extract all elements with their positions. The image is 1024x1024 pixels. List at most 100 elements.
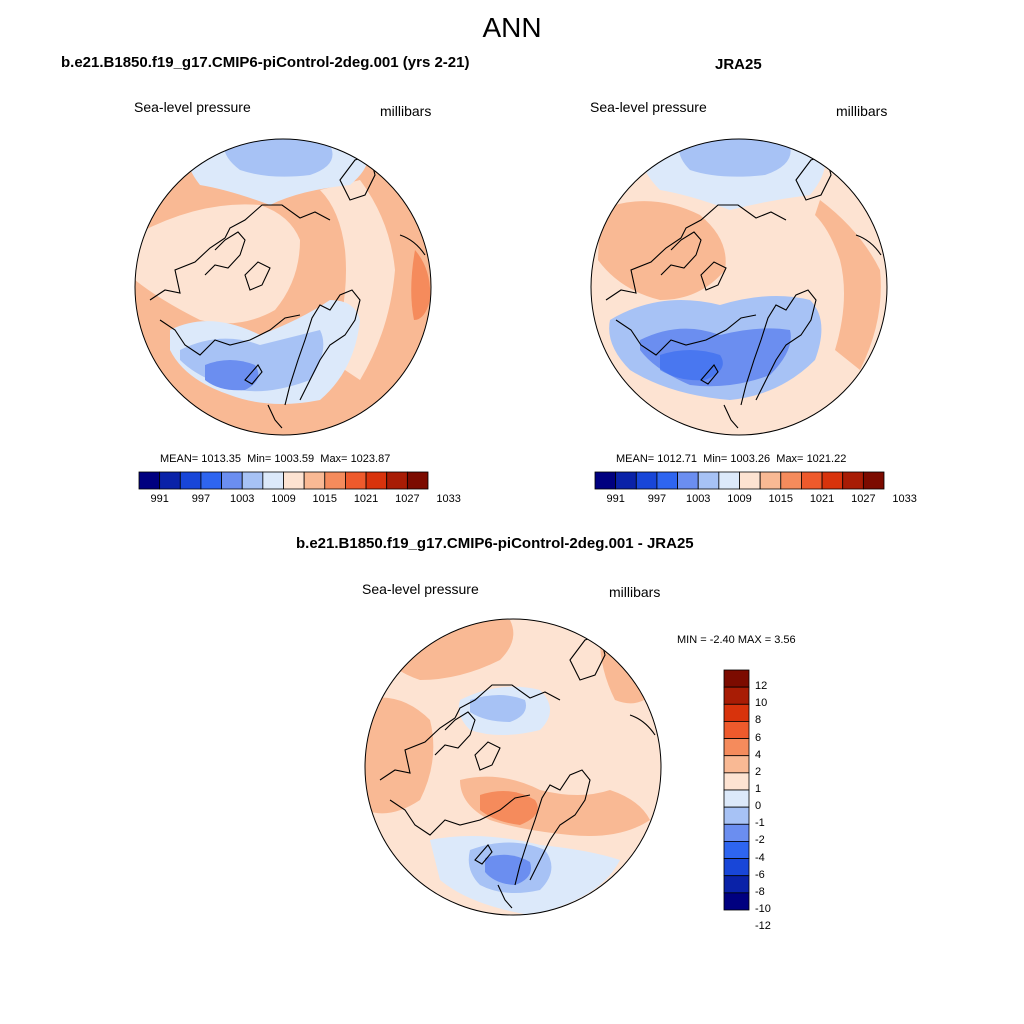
diff-colorbar-tick-label: -1 [755,817,765,830]
obs-colorbar-tick-label: 1015 [768,493,794,505]
model-min-value: 1003.59 [274,453,315,465]
model-min-label: Min= [247,453,272,465]
model-colorbar-swatch [303,471,326,490]
model-colorbar-tick-label: 1003 [229,493,255,505]
diff-colorbar-swatch [723,721,750,739]
diff-colorbar-tick-label: 1 [755,783,762,795]
diff-max-label: MAX = [737,634,772,646]
obs-colorbar-swatch [594,471,617,490]
model-colorbar-swatch [241,471,264,490]
diff-colorbar-swatch [723,841,750,859]
obs-variable-label: Sea-level pressure [590,99,707,115]
diff-colorbar-swatch [723,858,750,877]
obs-colorbar-swatch [656,471,678,490]
diff-colorbar-tick-label: -8 [755,885,765,898]
model-colorbar-tick-label: 1021 [353,493,379,505]
diff-colorbar-swatch [723,738,750,757]
model-max-value: 1023.87 [350,453,391,465]
obs-colorbar-tick-label: 1003 [685,493,711,505]
obs-colorbar-swatch [635,471,658,490]
obs-colorbar-tick-label: 997 [647,493,667,505]
model-colorbar-swatch [386,471,408,490]
model-colorbar [138,471,429,490]
obs-colorbar-swatch [780,471,802,490]
obs-colorbar-tick-label: 1009 [727,493,752,505]
obs-colorbar-swatch [718,471,740,490]
obs-colorbar-swatch [677,471,699,490]
obs-colorbar-swatch [821,471,844,490]
diff-colorbar-tick-label: 10 [755,697,768,710]
diff-colorbar-tick-label: -2 [755,834,765,847]
obs-colorbar-swatch [759,471,782,490]
diff-colorbar-tick-label: -10 [755,903,771,915]
obs-colorbar-tick-label: 991 [606,493,625,505]
model-colorbar-swatch [406,471,429,490]
model-colorbar-tick-label: 997 [191,493,211,505]
diff-colorbar-tick-label: 2 [755,765,762,778]
model-panel-title: b.e21.B1850.f19_g17.CMIP6-piControl-2deg… [61,54,470,71]
obs-max-value: 1021.22 [806,453,847,465]
model-map [134,138,432,436]
diff-colorbar-swatch [723,875,750,894]
diff-colorbar-swatch [723,703,750,722]
diff-colorbar-tick-label: 6 [755,731,762,744]
obs-units-label: millibars [836,103,888,119]
obs-colorbar-tick-label: 1021 [809,493,835,505]
diff-max-value: 3.56 [774,634,796,646]
model-mean-label: MEAN= [160,453,199,465]
diff-colorbar-swatch [723,806,750,825]
obs-colorbar-tick-label: 1033 [892,493,917,505]
diff-colorbar-tick-label: 0 [755,800,762,813]
obs-min-value: 1003.26 [730,453,771,465]
diff-colorbar-tick-label: 12 [755,680,768,693]
obs-stats: MEAN= 1012.71 Min= 1003.26 Max= 1021.22 [616,453,846,465]
model-colorbar-swatch [324,471,346,490]
obs-colorbar-swatch [615,471,637,490]
model-colorbar-swatch [365,471,388,490]
model-colorbar-swatch [283,471,305,490]
diff-colorbar-swatch [723,669,750,688]
model-colorbar-swatch [159,471,181,490]
obs-colorbar-swatch [801,471,823,490]
obs-colorbar-tick-label: 1027 [851,493,876,505]
model-colorbar-swatch [221,471,243,490]
diff-stats: MIN = -2.40 MAX = 3.56 [677,634,796,646]
model-colorbar-swatch [200,471,222,490]
diff-colorbar-tick-label: -4 [755,851,765,864]
model-stats: MEAN= 1013.35 Min= 1003.59 Max= 1023.87 [160,453,390,465]
obs-map [590,138,888,436]
diff-colorbar-tick-label: -12 [755,920,771,933]
model-colorbar-tick-label: 1033 [436,493,461,505]
obs-min-label: Min= [703,453,728,465]
model-colorbar-swatch [179,471,202,490]
obs-colorbar-swatch [862,471,885,490]
model-variable-label: Sea-level pressure [134,99,251,115]
model-units-label: millibars [380,103,432,119]
diff-variable-label: Sea-level pressure [362,581,479,597]
diff-colorbar [723,669,750,911]
model-colorbar-tick-label: 1027 [395,493,420,505]
diff-colorbar-tick-label: 8 [755,714,762,727]
model-colorbar-tick-label: 991 [150,493,169,505]
diff-colorbar-swatch [723,772,750,791]
model-colorbar-tick-label: 1015 [312,493,338,505]
diff-units-label: millibars [609,584,661,600]
obs-mean-value: 1012.71 [657,453,698,465]
obs-max-label: Max= [776,453,804,465]
model-max-label: Max= [320,453,348,465]
diff-colorbar-swatch [723,686,750,705]
obs-colorbar [594,471,885,490]
diff-map [364,618,662,916]
diff-panel-title: b.e21.B1850.f19_g17.CMIP6-piControl-2deg… [296,535,694,552]
obs-mean-label: MEAN= [616,453,655,465]
model-colorbar-tick-label: 1009 [271,493,296,505]
diff-colorbar-swatch [723,892,750,911]
model-colorbar-swatch [262,471,284,490]
diff-min-value: -2.40 [709,634,735,646]
figure-title: ANN [482,12,542,43]
diff-colorbar-tick-label: 4 [755,748,762,761]
model-colorbar-swatch [345,471,367,490]
diff-colorbar-swatch [723,755,750,774]
diff-min-label: MIN = [677,634,707,646]
